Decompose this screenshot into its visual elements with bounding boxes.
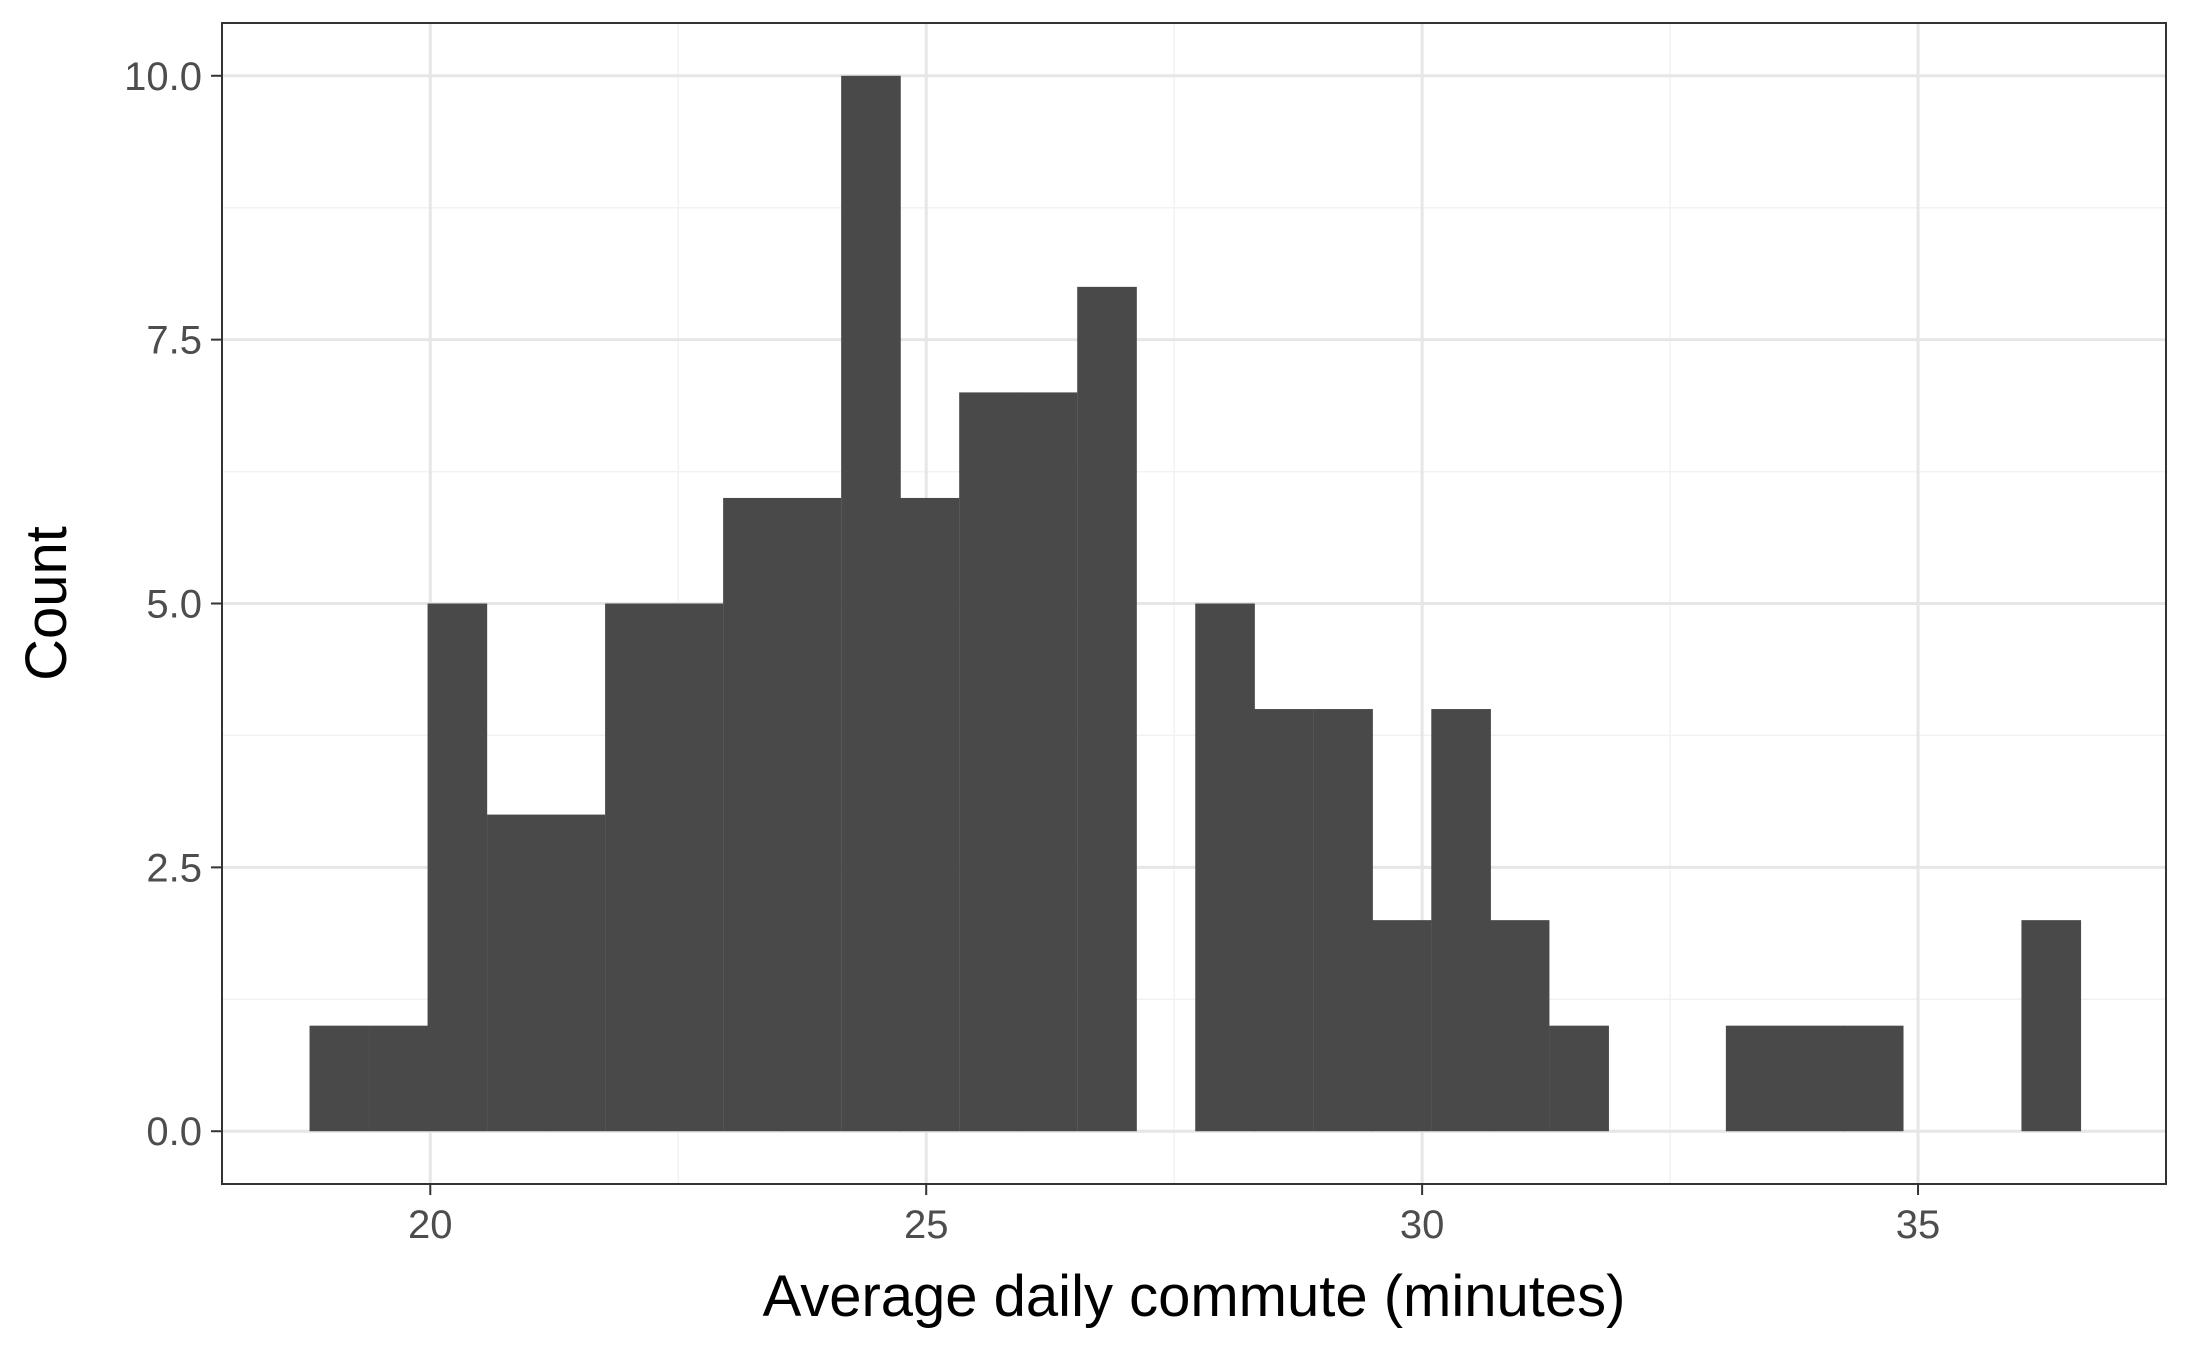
x-axis-ticks: 20 25 30 35 — [408, 1184, 1940, 1247]
y-tick-label: 0.0 — [146, 1110, 202, 1154]
histogram-bar — [781, 497, 842, 1132]
y-axis-title: Count — [14, 526, 79, 681]
histogram-bar — [899, 497, 960, 1132]
histogram-bar — [959, 392, 1019, 1132]
y-tick-label: 7.5 — [146, 319, 202, 363]
histogram-bar — [841, 75, 901, 1132]
y-axis-ticks: 0.0 2.5 5.0 7.5 10.0 — [124, 55, 222, 1154]
histogram-bar — [1725, 1025, 1786, 1132]
histogram-bar — [1371, 920, 1432, 1132]
histogram-bar — [1843, 1025, 1904, 1132]
y-tick-label: 2.5 — [146, 846, 202, 890]
histogram-bar — [1017, 392, 1078, 1132]
histogram-bar — [487, 814, 547, 1132]
x-tick-label: 30 — [1400, 1203, 1445, 1247]
histogram-bar — [2021, 920, 2082, 1132]
histogram-bar — [1077, 286, 1137, 1132]
x-axis-title: Average daily commute (minutes) — [763, 1264, 1626, 1329]
histogram-bar — [545, 814, 606, 1132]
histogram-bar — [605, 603, 665, 1132]
histogram-bar — [427, 603, 488, 1132]
histogram-bar — [369, 1025, 429, 1132]
y-tick-label: 10.0 — [124, 55, 202, 99]
histogram-bar — [663, 603, 724, 1132]
y-tick-label: 5.0 — [146, 583, 202, 627]
histogram-bar — [1253, 709, 1314, 1132]
histogram-bar — [1431, 709, 1491, 1132]
histogram-bar — [1785, 1025, 1845, 1132]
x-tick-label: 25 — [904, 1203, 949, 1247]
x-tick-label: 35 — [1896, 1203, 1941, 1247]
histogram-bar — [1489, 920, 1550, 1132]
histogram-bar — [1195, 603, 1255, 1132]
histogram-bar — [1313, 709, 1373, 1132]
x-tick-label: 20 — [408, 1203, 453, 1247]
histogram-bar — [309, 1025, 370, 1132]
histogram-bar — [1549, 1025, 1609, 1132]
histogram-bars — [309, 75, 2082, 1132]
histogram-bar — [723, 497, 783, 1132]
